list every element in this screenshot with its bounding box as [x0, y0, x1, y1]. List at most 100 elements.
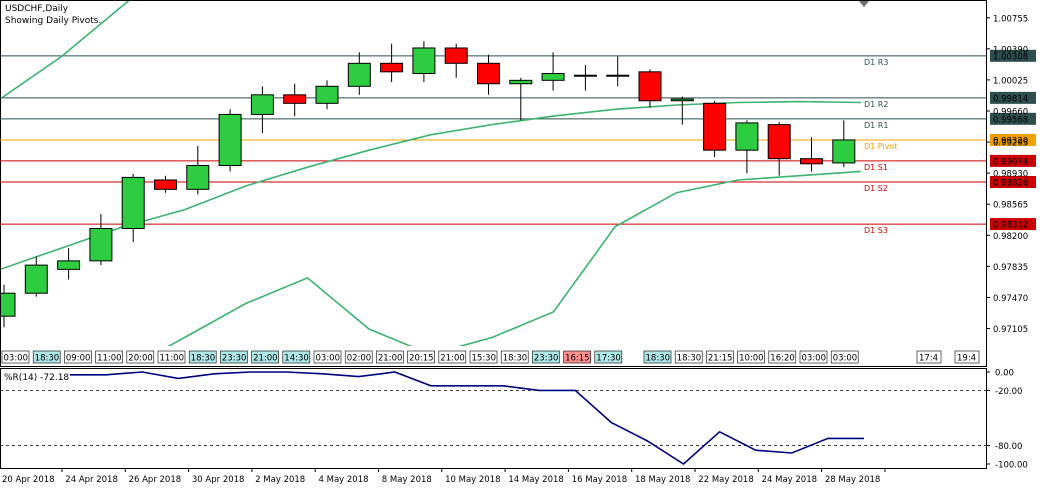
candle-body-7	[218, 113, 242, 166]
date-label-8: 14 May 2018	[508, 475, 563, 485]
time-label-5: 11:00	[157, 350, 186, 364]
time-label-17: 23:30	[532, 350, 560, 364]
candle-body-22	[703, 102, 727, 151]
candle-body-15	[477, 62, 500, 85]
candle-body-19	[606, 74, 630, 77]
pivot-label-1: D1 R2	[864, 100, 888, 109]
time-label-text-25: 03:00	[802, 354, 827, 364]
price-tick-label-1: 1.00390	[993, 45, 1028, 55]
price-tick-label-7: 0.98200	[993, 232, 1028, 242]
time-label-text-1: 18:30	[35, 354, 60, 364]
pivot-price-bg-4	[990, 154, 1036, 167]
candles	[1, 41, 856, 328]
candle-body-13	[412, 47, 436, 75]
time-label-text-17: 23:30	[534, 354, 559, 364]
candle-body-26	[832, 139, 856, 164]
price-tick-label-10: 0.97105	[993, 325, 1028, 335]
candle-body-12	[380, 62, 404, 73]
time-label-text-0: 03:00	[4, 354, 29, 364]
candle-body-1	[24, 264, 48, 294]
candle-21	[670, 96, 694, 125]
time-label-text-16: 18:30	[503, 354, 528, 364]
time-label-11: 02:00	[344, 350, 373, 364]
time-label-text-15: 15:30	[472, 354, 497, 364]
date-label-5: 4 May 2018	[319, 475, 369, 485]
price-tick-label-0: 1.00755	[993, 14, 1028, 24]
time-label-bg-13	[407, 350, 435, 364]
candle-26	[832, 120, 856, 168]
candle-body-8	[250, 94, 274, 115]
time-label-bg-23	[737, 350, 765, 364]
candle-24	[767, 122, 791, 176]
candle-body-0	[1, 292, 16, 317]
time-label-text-6: 18:30	[191, 354, 216, 364]
time-label-23: 10:00	[737, 350, 765, 364]
pivot-price-tag-6: 0.98332	[990, 218, 1036, 231]
date-label-10: 18 May 2018	[635, 475, 690, 485]
time-label-bg-15	[469, 350, 498, 364]
time-label-text-8: 21:00	[253, 354, 278, 364]
time-label-0: 03:00	[1, 350, 30, 364]
time-label-text-5: 11:00	[160, 354, 185, 364]
time-label-6: 18:30	[188, 350, 217, 364]
date-label-9: 16 May 2018	[572, 475, 627, 485]
time-label-bg-21	[674, 350, 703, 364]
pivot-price-bg-0	[990, 49, 1036, 62]
time-label-text-11: 02:00	[347, 354, 372, 364]
time-label-12: 21:00	[376, 350, 404, 364]
time-tail-bg-0	[916, 350, 942, 364]
scroll-marker-icon[interactable]	[859, 1, 869, 7]
candle-14	[444, 43, 468, 78]
time-label-16: 18:30	[500, 350, 529, 364]
candle-body-4	[121, 176, 145, 229]
time-label-text-26: 03:00	[833, 354, 858, 364]
candle-body-21	[670, 98, 694, 102]
candle-16	[509, 77, 533, 121]
candle-15	[477, 54, 500, 95]
candle-8	[250, 86, 274, 134]
time-label-bg-4	[126, 350, 155, 364]
time-label-text-10: 03:00	[316, 354, 341, 364]
candle-13	[412, 41, 436, 83]
candle-body-18	[573, 74, 597, 77]
candle-3	[89, 214, 113, 266]
time-label-text-21: 18:30	[677, 354, 702, 364]
candle-body-5	[154, 179, 177, 190]
price-tick-label-4: 0.99295	[993, 139, 1028, 149]
time-label-21: 18:30	[674, 350, 703, 364]
date-axis: 20 Apr 2018 24 Apr 2018 26 Apr 2018 30 Apr …	[2, 468, 886, 485]
candle-18	[573, 65, 597, 91]
candle-12	[380, 43, 404, 83]
candle-11	[347, 52, 371, 95]
time-label-2: 09:00	[64, 350, 92, 364]
time-label-bg-25	[799, 350, 828, 364]
candle-body-23	[735, 122, 759, 151]
time-label-24: 16:20	[768, 350, 797, 364]
time-label-8: 21:00	[251, 350, 279, 364]
band-lower	[167, 170, 862, 346]
time-label-text-14: 21:00	[440, 354, 465, 364]
pivot-price-bg-1	[990, 91, 1036, 104]
time-label-bg-6	[188, 350, 217, 364]
indicator-plot-frame	[0, 368, 987, 469]
price-tick-label-6: 0.98565	[993, 201, 1028, 211]
time-label-bg-14	[438, 350, 467, 364]
candle-body-14	[444, 47, 468, 64]
candle-body-10	[315, 85, 339, 104]
price-tick-label-2: 1.00025	[993, 76, 1028, 86]
time-label-15: 15:30	[469, 350, 498, 364]
candle-19	[606, 56, 630, 87]
time-tail-1: 19:4	[954, 350, 980, 364]
candle-body-11	[347, 62, 371, 87]
time-label-text-4: 20:00	[128, 354, 153, 364]
time-label-bg-2	[64, 350, 92, 364]
date-label-1: 24 Apr 2018	[65, 475, 118, 485]
candle-10	[315, 80, 339, 110]
price-tick-label-3: 0.99660	[993, 107, 1028, 117]
session-time-labels: 03:00 18:30 09:00 11:00 20:00 11:00 18:30 23:30…	[1, 350, 980, 364]
time-label-text-23: 10:00	[739, 354, 764, 364]
indicator-tick-label-0: 0.00	[995, 369, 1014, 379]
date-label-2: 26 Apr 2018	[129, 475, 182, 485]
time-label-text-13: 20:15	[409, 354, 434, 364]
candle-9	[283, 83, 307, 117]
